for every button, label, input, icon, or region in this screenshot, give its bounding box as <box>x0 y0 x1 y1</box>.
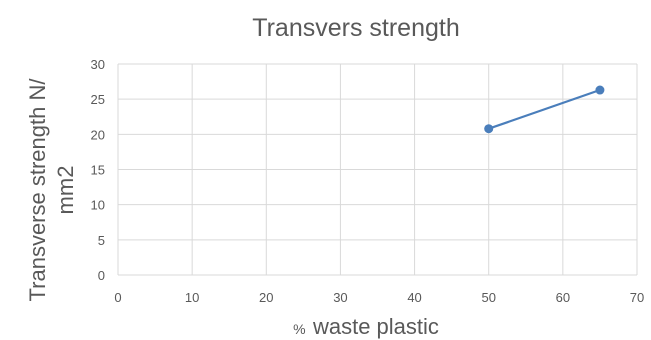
x-tick-label: 30 <box>333 290 347 305</box>
x-tick-label: 50 <box>481 290 495 305</box>
y-tick-label: 20 <box>91 127 105 142</box>
x-tick-label: 40 <box>407 290 421 305</box>
y-tick-label: 25 <box>91 92 105 107</box>
x-tick-label: 0 <box>114 290 121 305</box>
y-axis-title-line: mm2 <box>53 166 78 215</box>
x-gridlines <box>117 64 638 275</box>
x-axis-title-text: waste plastic <box>312 314 439 339</box>
y-tick-label: 5 <box>98 233 105 248</box>
x-tick-label: 70 <box>630 290 644 305</box>
y-axis-ticks: 0 5 10 15 20 25 30 <box>91 57 105 283</box>
y-tick-label: 15 <box>91 163 105 178</box>
series-line <box>488 88 601 130</box>
x-tick-label: 20 <box>259 290 273 305</box>
y-gridlines <box>118 63 637 276</box>
chart-title: Transvers strength <box>252 14 459 42</box>
x-axis-ticks: 0 10 20 30 40 50 60 70 <box>114 290 644 305</box>
y-axis-title-line: Transverse strength N/ <box>25 78 50 302</box>
x-axis-title: % waste plastic <box>293 314 439 339</box>
y-tick-label: 10 <box>91 198 105 213</box>
data-point <box>595 85 605 95</box>
plot-area: 0 5 10 15 20 25 30 0 10 20 30 40 50 60 70 <box>91 57 645 305</box>
y-tick-label: 30 <box>91 57 105 72</box>
y-axis-title: Transverse strength N/mm2 <box>25 78 78 302</box>
data-point <box>484 124 494 134</box>
x-tick-label: 60 <box>556 290 570 305</box>
y-tick-label: 0 <box>98 268 105 283</box>
x-tick-label: 10 <box>185 290 199 305</box>
series-layer <box>484 85 605 134</box>
x-axis-title-prefix: % <box>293 321 305 337</box>
